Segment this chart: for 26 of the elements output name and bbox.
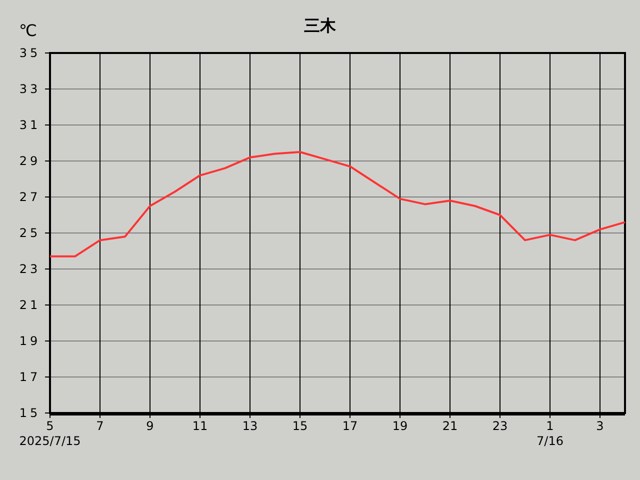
x-tick-label: 5 2025/7/15	[19, 419, 81, 448]
y-axis-title: ℃	[19, 21, 37, 40]
x-tick-label: 3	[596, 419, 604, 433]
y-tick-label: 19	[19, 334, 41, 348]
y-tick-label: 25	[19, 226, 41, 240]
x-tick-label: 23	[492, 419, 508, 433]
y-tick-label: 17	[19, 370, 41, 384]
x-tick-label: 21	[442, 419, 458, 433]
x-tick-label: 15	[292, 419, 308, 433]
x-tick-label: 17	[342, 419, 358, 433]
y-tick-label: 21	[19, 298, 41, 312]
y-tick-label: 35	[19, 46, 41, 60]
x-tick-label: 11	[192, 419, 208, 433]
chart-title: 三木	[304, 16, 337, 35]
y-tick-label: 29	[19, 154, 41, 168]
line-series	[49, 151, 626, 258]
y-tick-label: 31	[19, 118, 41, 132]
x-tick-label: 13	[242, 419, 258, 433]
y-tick-label: 27	[19, 190, 41, 204]
y-tick-label: 23	[19, 262, 41, 276]
x-tick-label: 1 7/16	[536, 419, 564, 448]
x-tick-label: 19	[392, 419, 408, 433]
x-tick-label: 9	[146, 419, 154, 433]
x-tick-label: 7	[96, 419, 104, 433]
y-tick-label: 33	[19, 82, 41, 96]
y-tick-label: 15	[19, 406, 41, 420]
